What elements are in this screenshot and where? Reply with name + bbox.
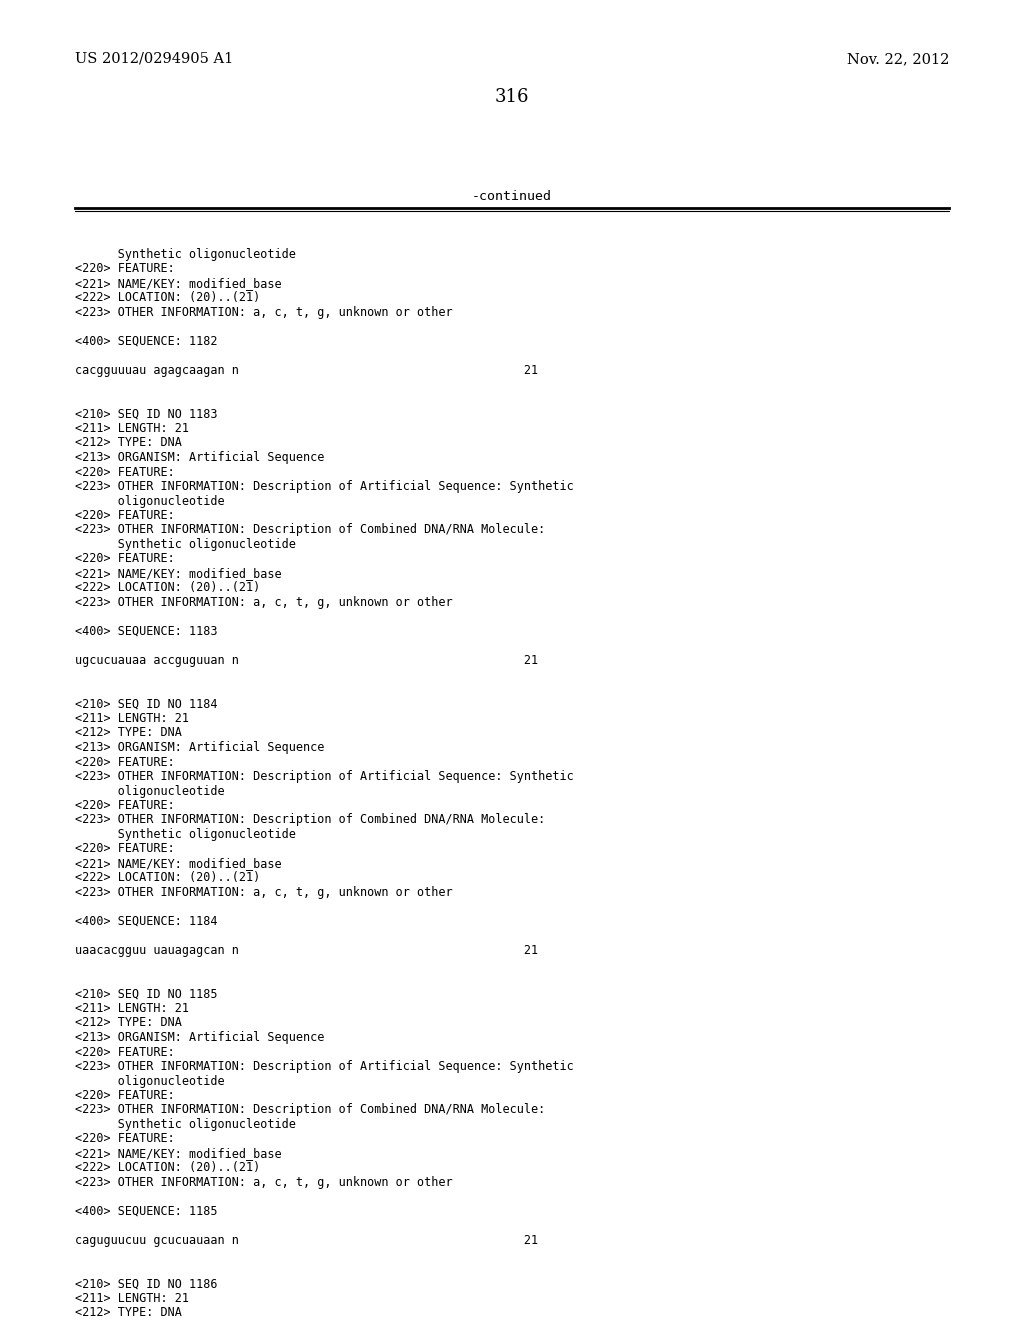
- Text: <213> ORGANISM: Artificial Sequence: <213> ORGANISM: Artificial Sequence: [75, 1031, 325, 1044]
- Text: <213> ORGANISM: Artificial Sequence: <213> ORGANISM: Artificial Sequence: [75, 741, 325, 754]
- Text: <220> FEATURE:: <220> FEATURE:: [75, 1133, 175, 1146]
- Text: <211> LENGTH: 21: <211> LENGTH: 21: [75, 1002, 189, 1015]
- Text: <211> LENGTH: 21: <211> LENGTH: 21: [75, 1292, 189, 1305]
- Text: <212> TYPE: DNA: <212> TYPE: DNA: [75, 437, 182, 450]
- Text: <223> OTHER INFORMATION: a, c, t, g, unknown or other: <223> OTHER INFORMATION: a, c, t, g, unk…: [75, 886, 453, 899]
- Text: Synthetic oligonucleotide: Synthetic oligonucleotide: [75, 539, 296, 550]
- Text: caguguucuu gcucuauaan n                                        21: caguguucuu gcucuauaan n 21: [75, 1234, 539, 1247]
- Text: <400> SEQUENCE: 1182: <400> SEQUENCE: 1182: [75, 335, 217, 348]
- Text: 316: 316: [495, 88, 529, 106]
- Text: <221> NAME/KEY: modified_base: <221> NAME/KEY: modified_base: [75, 277, 282, 290]
- Text: <210> SEQ ID NO 1186: <210> SEQ ID NO 1186: [75, 1278, 217, 1291]
- Text: <223> OTHER INFORMATION: a, c, t, g, unknown or other: <223> OTHER INFORMATION: a, c, t, g, unk…: [75, 597, 453, 609]
- Text: uaacacgguu uauagagcan n                                        21: uaacacgguu uauagagcan n 21: [75, 944, 539, 957]
- Text: <220> FEATURE:: <220> FEATURE:: [75, 553, 175, 565]
- Text: <223> OTHER INFORMATION: Description of Artificial Sequence: Synthetic: <223> OTHER INFORMATION: Description of …: [75, 480, 573, 492]
- Text: <210> SEQ ID NO 1185: <210> SEQ ID NO 1185: [75, 987, 217, 1001]
- Text: <210> SEQ ID NO 1183: <210> SEQ ID NO 1183: [75, 408, 217, 421]
- Text: <222> LOCATION: (20)..(21): <222> LOCATION: (20)..(21): [75, 1162, 260, 1175]
- Text: <220> FEATURE:: <220> FEATURE:: [75, 1089, 175, 1102]
- Text: <220> FEATURE:: <220> FEATURE:: [75, 466, 175, 479]
- Text: <220> FEATURE:: <220> FEATURE:: [75, 510, 175, 521]
- Text: <400> SEQUENCE: 1185: <400> SEQUENCE: 1185: [75, 1205, 217, 1218]
- Text: <221> NAME/KEY: modified_base: <221> NAME/KEY: modified_base: [75, 857, 282, 870]
- Text: <212> TYPE: DNA: <212> TYPE: DNA: [75, 1307, 182, 1320]
- Text: Synthetic oligonucleotide: Synthetic oligonucleotide: [75, 828, 296, 841]
- Text: <221> NAME/KEY: modified_base: <221> NAME/KEY: modified_base: [75, 1147, 282, 1160]
- Text: -continued: -continued: [472, 190, 552, 203]
- Text: US 2012/0294905 A1: US 2012/0294905 A1: [75, 51, 233, 66]
- Text: oligonucleotide: oligonucleotide: [75, 784, 224, 797]
- Text: <400> SEQUENCE: 1183: <400> SEQUENCE: 1183: [75, 624, 217, 638]
- Text: <212> TYPE: DNA: <212> TYPE: DNA: [75, 726, 182, 739]
- Text: <223> OTHER INFORMATION: Description of Artificial Sequence: Synthetic: <223> OTHER INFORMATION: Description of …: [75, 1060, 573, 1073]
- Text: <211> LENGTH: 21: <211> LENGTH: 21: [75, 422, 189, 436]
- Text: <400> SEQUENCE: 1184: <400> SEQUENCE: 1184: [75, 915, 217, 928]
- Text: <220> FEATURE:: <220> FEATURE:: [75, 1045, 175, 1059]
- Text: <212> TYPE: DNA: <212> TYPE: DNA: [75, 1016, 182, 1030]
- Text: ugcucuauaa accguguuan n                                        21: ugcucuauaa accguguuan n 21: [75, 653, 539, 667]
- Text: <213> ORGANISM: Artificial Sequence: <213> ORGANISM: Artificial Sequence: [75, 451, 325, 465]
- Text: <220> FEATURE:: <220> FEATURE:: [75, 799, 175, 812]
- Text: oligonucleotide: oligonucleotide: [75, 1074, 224, 1088]
- Text: <222> LOCATION: (20)..(21): <222> LOCATION: (20)..(21): [75, 292, 260, 305]
- Text: Synthetic oligonucleotide: Synthetic oligonucleotide: [75, 1118, 296, 1131]
- Text: <222> LOCATION: (20)..(21): <222> LOCATION: (20)..(21): [75, 871, 260, 884]
- Text: <221> NAME/KEY: modified_base: <221> NAME/KEY: modified_base: [75, 568, 282, 579]
- Text: <223> OTHER INFORMATION: a, c, t, g, unknown or other: <223> OTHER INFORMATION: a, c, t, g, unk…: [75, 1176, 453, 1189]
- Text: <220> FEATURE:: <220> FEATURE:: [75, 263, 175, 276]
- Text: <223> OTHER INFORMATION: Description of Combined DNA/RNA Molecule:: <223> OTHER INFORMATION: Description of …: [75, 524, 545, 536]
- Text: <223> OTHER INFORMATION: Description of Combined DNA/RNA Molecule:: <223> OTHER INFORMATION: Description of …: [75, 813, 545, 826]
- Text: <220> FEATURE:: <220> FEATURE:: [75, 755, 175, 768]
- Text: <211> LENGTH: 21: <211> LENGTH: 21: [75, 711, 189, 725]
- Text: <210> SEQ ID NO 1184: <210> SEQ ID NO 1184: [75, 697, 217, 710]
- Text: <220> FEATURE:: <220> FEATURE:: [75, 842, 175, 855]
- Text: <223> OTHER INFORMATION: Description of Combined DNA/RNA Molecule:: <223> OTHER INFORMATION: Description of …: [75, 1104, 545, 1117]
- Text: <223> OTHER INFORMATION: Description of Artificial Sequence: Synthetic: <223> OTHER INFORMATION: Description of …: [75, 770, 573, 783]
- Text: Synthetic oligonucleotide: Synthetic oligonucleotide: [75, 248, 296, 261]
- Text: Nov. 22, 2012: Nov. 22, 2012: [847, 51, 949, 66]
- Text: oligonucleotide: oligonucleotide: [75, 495, 224, 507]
- Text: <222> LOCATION: (20)..(21): <222> LOCATION: (20)..(21): [75, 582, 260, 594]
- Text: <223> OTHER INFORMATION: a, c, t, g, unknown or other: <223> OTHER INFORMATION: a, c, t, g, unk…: [75, 306, 453, 319]
- Text: cacgguuuau agagcaagan n                                        21: cacgguuuau agagcaagan n 21: [75, 364, 539, 378]
